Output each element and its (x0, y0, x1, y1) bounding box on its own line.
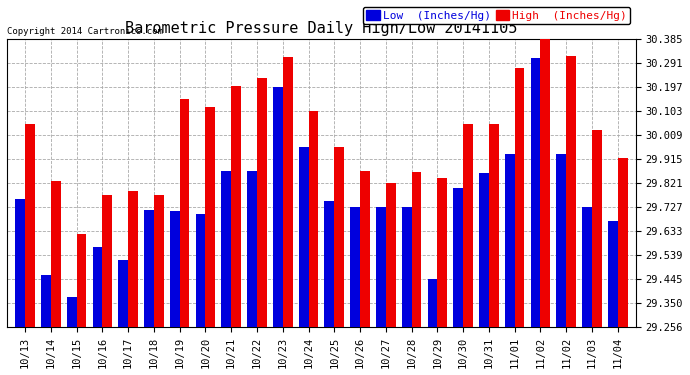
Bar (299, 147, 308, 327)
Bar (479, 173, 489, 327)
Bar (592, 129, 602, 327)
Bar (41, 274, 51, 327)
Bar (77, 234, 86, 327)
Bar (453, 188, 463, 327)
Bar (556, 154, 566, 327)
Text: Copyright 2014 Cartronics.com: Copyright 2014 Cartronics.com (7, 27, 163, 36)
Bar (144, 210, 154, 327)
Bar (463, 124, 473, 327)
Bar (582, 207, 592, 327)
Bar (247, 171, 257, 327)
Bar (51, 181, 61, 327)
Bar (618, 158, 628, 327)
Bar (566, 56, 576, 327)
Bar (515, 68, 524, 327)
Bar (221, 171, 231, 327)
Bar (531, 58, 540, 327)
Bar (170, 211, 179, 327)
Bar (376, 207, 386, 327)
Bar (154, 195, 164, 327)
Bar (67, 297, 77, 327)
Bar (437, 178, 447, 327)
Bar (195, 214, 206, 327)
Bar (505, 154, 515, 327)
Bar (179, 99, 190, 327)
Bar (402, 207, 412, 327)
Bar (324, 201, 334, 327)
Bar (206, 106, 215, 327)
Bar (489, 124, 499, 327)
Bar (102, 195, 112, 327)
Bar (283, 57, 293, 327)
Bar (608, 221, 618, 327)
Bar (231, 86, 241, 327)
Bar (540, 38, 550, 327)
Title: Barometric Pressure Daily High/Low 20141105: Barometric Pressure Daily High/Low 20141… (125, 21, 518, 36)
Bar (15, 199, 25, 327)
Bar (334, 147, 344, 327)
Bar (412, 172, 422, 327)
Bar (118, 260, 128, 327)
Bar (257, 78, 267, 327)
Bar (386, 183, 395, 327)
Bar (273, 87, 283, 327)
Bar (308, 111, 318, 327)
Bar (25, 124, 34, 327)
Bar (92, 247, 102, 327)
Legend: Low  (Inches/Hg), High  (Inches/Hg): Low (Inches/Hg), High (Inches/Hg) (363, 7, 630, 24)
Bar (428, 279, 437, 327)
Bar (128, 191, 138, 327)
Bar (360, 171, 370, 327)
Bar (351, 207, 360, 327)
